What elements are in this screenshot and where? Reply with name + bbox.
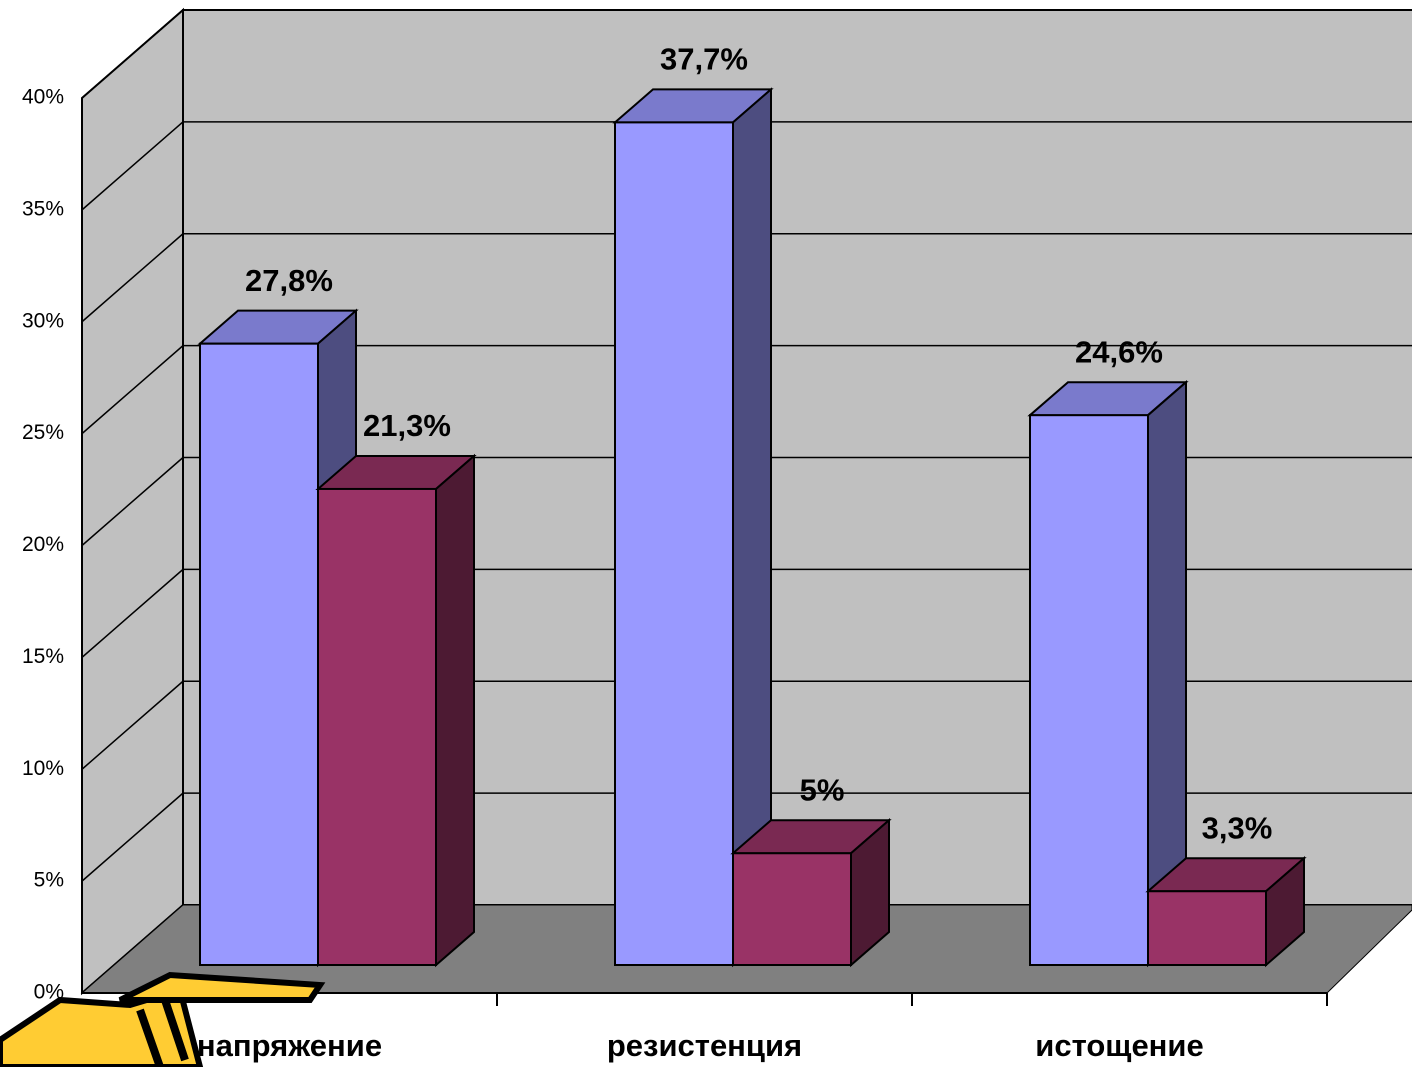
grid-line [81, 345, 184, 435]
value-label: 37,7% [660, 42, 748, 77]
y-tick-label: 10% [22, 757, 64, 780]
grid-line [81, 680, 184, 770]
grid-line [81, 792, 184, 882]
y-tick-label: 5% [34, 869, 64, 892]
y-tick-label: 40% [22, 86, 64, 109]
grid-line [81, 233, 184, 323]
bar [199, 342, 319, 967]
value-label: 3,3% [1202, 810, 1273, 845]
value-label: 27,8% [245, 263, 333, 298]
clipart-arrow [0, 971, 326, 1067]
value-label: 21,3% [363, 408, 451, 443]
x-tick-label: напряжение [197, 1028, 382, 1063]
grid-line [81, 568, 184, 658]
bar [1029, 414, 1149, 966]
x-tick-label: истощение [1035, 1028, 1203, 1063]
x-tick-label: резистенция [607, 1028, 802, 1063]
grid-line [81, 9, 184, 99]
bar [317, 487, 437, 966]
y-tick-label: 30% [22, 309, 64, 332]
y-tick-label: 20% [22, 533, 64, 556]
grid-line [81, 121, 184, 211]
bar [1147, 890, 1267, 966]
y-tick-label: 15% [22, 645, 64, 668]
y-tick-label: 0% [34, 981, 64, 1004]
value-label: 5% [800, 772, 845, 807]
bar [732, 852, 852, 966]
grid-line [81, 456, 184, 547]
bar [614, 121, 734, 966]
bar-side [435, 453, 475, 968]
y-tick-label: 25% [22, 421, 64, 444]
value-label: 24,6% [1075, 334, 1163, 369]
y-tick-label: 35% [22, 197, 64, 220]
